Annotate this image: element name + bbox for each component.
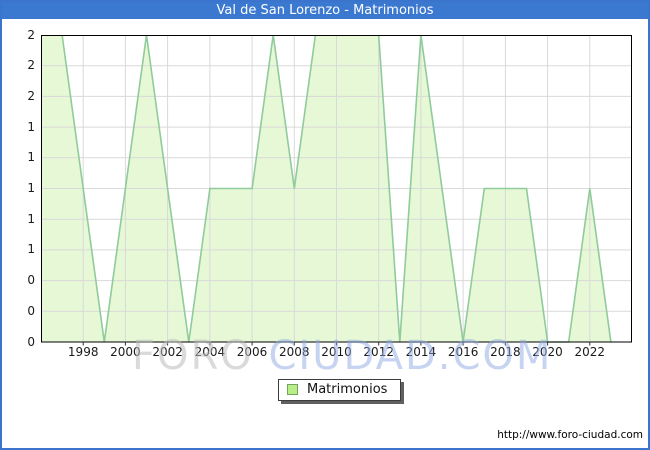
y-tick-label: 0 <box>27 334 35 349</box>
source-url: http://www.foro-ciudad.com <box>497 429 643 441</box>
legend-label-matrimonios: Matrimonios <box>307 382 388 397</box>
x-tick-label: 2020 <box>532 345 563 359</box>
y-tick-label: 1 <box>27 119 35 134</box>
y-tick-label: 1 <box>27 211 35 226</box>
legend: Matrimonios <box>278 379 402 401</box>
x-tick-label: 2004 <box>194 345 226 359</box>
x-tick-label: 2000 <box>110 345 141 359</box>
x-tick-label: 2008 <box>279 345 310 359</box>
y-tick-label: 2 <box>27 27 35 42</box>
legend-swatch-matrimonios-icon <box>287 384 298 395</box>
x-tick-label: 2016 <box>447 345 479 359</box>
y-tick-label: 1 <box>27 242 35 257</box>
y-tick-label: 2 <box>27 58 35 73</box>
y-tick-label: 1 <box>27 181 35 195</box>
x-tick-label: 2014 <box>405 345 437 359</box>
chart-title-bar: Val de San Lorenzo - Matrimonios <box>2 2 648 19</box>
x-tick-label: 2018 <box>490 345 521 359</box>
y-tick-label: 0 <box>27 273 35 288</box>
y-tick-label: 1 <box>27 150 35 165</box>
y-tick-label: 0 <box>27 303 35 318</box>
line-series-matrimonios <box>41 35 612 343</box>
x-tick-label: 1998 <box>67 345 99 359</box>
x-tick-label: 2010 <box>321 345 352 359</box>
x-tick-label: 2002 <box>152 345 183 359</box>
x-tick-label: 2006 <box>236 345 268 359</box>
x-tick-label: 2012 <box>363 345 394 359</box>
x-tick-label: 2022 <box>574 345 606 359</box>
chart-canvas <box>41 35 632 346</box>
chart-title: Val de San Lorenzo - Matrimonios <box>216 3 434 18</box>
y-tick-label: 2 <box>27 88 35 103</box>
